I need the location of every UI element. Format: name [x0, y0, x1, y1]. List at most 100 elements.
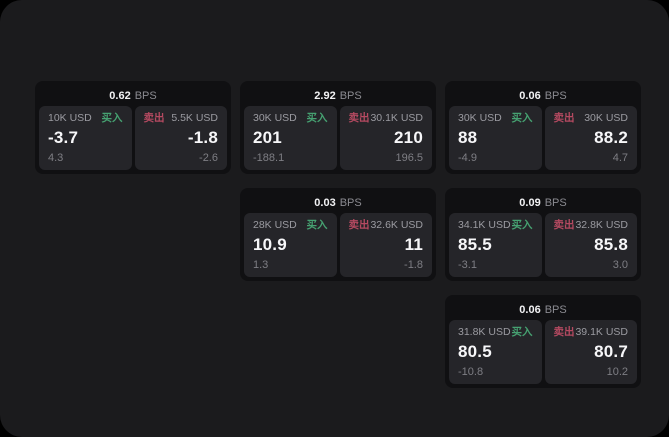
panel-group: 34.1K USD 买入 85.5 -3.1 卖出 32.8K USD 85.8…	[449, 213, 637, 277]
buy-delta: -188.1	[253, 152, 285, 164]
buy-price: -3.7	[48, 128, 79, 147]
bps-value: 0.06	[519, 89, 541, 102]
sell-label-row: 卖出 30.1K USD	[349, 112, 424, 124]
buy-label-row: 28K USD 买入	[253, 219, 328, 231]
sell-tag: 卖出	[553, 219, 575, 231]
buy-price: 80.5	[458, 342, 492, 361]
sell-delta: -1.8	[404, 259, 423, 271]
sell-tag: 卖出	[553, 112, 575, 124]
bps-header: 0.06 BPS	[449, 299, 637, 320]
buy-panel[interactable]: 10K USD 买入 -3.7 4.3	[39, 106, 132, 170]
sell-label-row: 卖出 30K USD	[554, 112, 629, 124]
bps-unit-label: BPS	[544, 196, 567, 209]
sell-price: 11	[404, 235, 423, 254]
buy-price: 10.9	[253, 235, 287, 254]
bps-value: 0.03	[314, 196, 336, 209]
buy-panel[interactable]: 30K USD 买入 88 -4.9	[449, 106, 542, 170]
sell-price: 88.2	[594, 128, 628, 147]
bps-header: 0.62 BPS	[39, 85, 227, 106]
buy-panel[interactable]: 31.8K USD 买入 80.5 -10.8	[449, 320, 542, 384]
buy-amount: 30K USD	[458, 112, 502, 124]
sell-price: 85.8	[594, 235, 628, 254]
buy-delta: 1.3	[253, 259, 269, 271]
bps-header: 0.06 BPS	[449, 85, 637, 106]
sell-price: -1.8	[187, 128, 218, 147]
bps-header: 0.03 BPS	[244, 192, 432, 213]
bps-unit-label: BPS	[544, 303, 567, 316]
buy-label-row: 34.1K USD 买入	[458, 219, 533, 231]
buy-label-row: 30K USD 买入	[458, 112, 533, 124]
bps-value: 0.09	[519, 196, 541, 209]
panel-group: 28K USD 买入 10.9 1.3 卖出 32.6K USD 11 -1.8	[244, 213, 432, 277]
sell-amount: 39.1K USD	[575, 326, 628, 338]
buy-tag: 买入	[306, 219, 328, 231]
sell-delta: 4.7	[612, 152, 628, 164]
bps-unit-label: BPS	[339, 196, 362, 209]
sell-panel[interactable]: 卖出 32.6K USD 11 -1.8	[339, 213, 432, 277]
sell-panel[interactable]: 卖出 30K USD 88.2 4.7	[544, 106, 637, 170]
buy-tag: 买入	[511, 112, 533, 124]
sell-panel[interactable]: 卖出 30.1K USD 210 196.5	[339, 106, 432, 170]
buy-tag: 买入	[511, 219, 533, 231]
sell-price: 80.7	[594, 342, 628, 361]
sell-price: 210	[394, 128, 423, 147]
bps-value: 0.62	[109, 89, 131, 102]
sell-label-row: 卖出 32.8K USD	[554, 219, 629, 231]
buy-tag: 买入	[511, 326, 533, 338]
buy-delta: 4.3	[48, 152, 64, 164]
quote-card: 0.06 BPS 30K USD 买入 88 -4.9 卖出 30K USD	[445, 81, 641, 174]
sell-delta: 3.0	[612, 259, 628, 271]
sell-tag: 卖出	[348, 219, 370, 231]
buy-label-row: 31.8K USD 买入	[458, 326, 533, 338]
buy-label-row: 10K USD 买入	[48, 112, 123, 124]
sell-delta: 196.5	[395, 152, 423, 164]
sell-label-row: 卖出 39.1K USD	[554, 326, 629, 338]
sell-label-row: 卖出 5.5K USD	[144, 112, 219, 124]
bps-unit-label: BPS	[339, 89, 362, 102]
panel-group: 10K USD 买入 -3.7 4.3 卖出 5.5K USD -1.8 -2.…	[39, 106, 227, 170]
quote-card: 0.03 BPS 28K USD 买入 10.9 1.3 卖出 32.6K US…	[240, 188, 436, 281]
sell-tag: 卖出	[143, 112, 165, 124]
sell-amount: 32.8K USD	[575, 219, 628, 231]
quote-card: 0.06 BPS 31.8K USD 买入 80.5 -10.8 卖出 39.1…	[445, 295, 641, 388]
sell-label-row: 卖出 32.6K USD	[349, 219, 424, 231]
bps-unit-label: BPS	[544, 89, 567, 102]
sell-delta: -2.6	[199, 152, 218, 164]
bps-header: 0.09 BPS	[449, 192, 637, 213]
panel-group: 30K USD 买入 88 -4.9 卖出 30K USD 88.2 4.7	[449, 106, 637, 170]
sell-panel[interactable]: 卖出 39.1K USD 80.7 10.2	[544, 320, 637, 384]
bps-header: 2.92 BPS	[244, 85, 432, 106]
buy-amount: 30K USD	[253, 112, 297, 124]
sell-amount: 30.1K USD	[370, 112, 423, 124]
bps-value: 0.06	[519, 303, 541, 316]
buy-amount: 10K USD	[48, 112, 92, 124]
buy-tag: 买入	[101, 112, 123, 124]
buy-amount: 34.1K USD	[458, 219, 511, 231]
quote-card: 2.92 BPS 30K USD 买入 201 -188.1 卖出 30.1K …	[240, 81, 436, 174]
sell-tag: 卖出	[553, 326, 575, 338]
sell-amount: 30K USD	[584, 112, 628, 124]
sell-panel[interactable]: 卖出 5.5K USD -1.8 -2.6	[134, 106, 227, 170]
buy-price: 88	[458, 128, 478, 147]
buy-delta: -10.8	[458, 366, 484, 378]
panel-group: 31.8K USD 买入 80.5 -10.8 卖出 39.1K USD 80.…	[449, 320, 637, 384]
buy-panel[interactable]: 28K USD 买入 10.9 1.3	[244, 213, 337, 277]
buy-delta: -3.1	[458, 259, 477, 271]
buy-delta: -4.9	[458, 152, 477, 164]
bps-unit-label: BPS	[134, 89, 157, 102]
buy-label-row: 30K USD 买入	[253, 112, 328, 124]
buy-price: 85.5	[458, 235, 492, 254]
sell-panel[interactable]: 卖出 32.8K USD 85.8 3.0	[544, 213, 637, 277]
quote-card: 0.09 BPS 34.1K USD 买入 85.5 -3.1 卖出 32.8K…	[445, 188, 641, 281]
buy-price: 201	[253, 128, 282, 147]
buy-panel[interactable]: 34.1K USD 买入 85.5 -3.1	[449, 213, 542, 277]
sell-tag: 卖出	[348, 112, 370, 124]
bps-value: 2.92	[314, 89, 336, 102]
sell-amount: 5.5K USD	[171, 112, 218, 124]
panel-group: 30K USD 买入 201 -188.1 卖出 30.1K USD 210 1…	[244, 106, 432, 170]
sell-amount: 32.6K USD	[370, 219, 423, 231]
buy-tag: 买入	[306, 112, 328, 124]
buy-panel[interactable]: 30K USD 买入 201 -188.1	[244, 106, 337, 170]
buy-amount: 31.8K USD	[458, 326, 511, 338]
